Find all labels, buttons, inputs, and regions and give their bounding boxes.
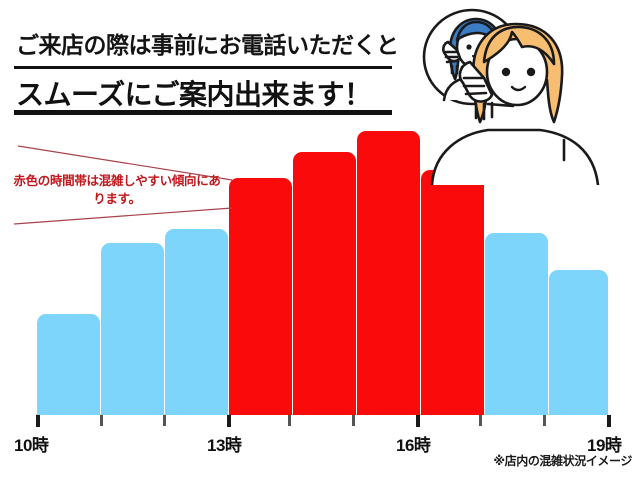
bar-17時 (485, 233, 548, 415)
bar-12時 (165, 229, 228, 415)
bar-14時 (293, 152, 356, 415)
axis-tick-9 (607, 415, 611, 427)
bar-16時 (421, 170, 484, 415)
axis-tick-2 (163, 415, 166, 426)
x-axis-label-16時: 16時 (396, 436, 431, 455)
axis-tick-0 (36, 415, 40, 427)
bar-15時 (357, 131, 420, 415)
x-axis-label-13時: 13時 (207, 436, 242, 455)
chart-footnote: ※店内の混雑状況イメージ (493, 454, 632, 468)
red-period-callout: 赤色の時間帯は混雑しやすい傾向にあります。 (0, 138, 270, 233)
x-axis-label-10時: 10時 (14, 436, 49, 455)
callout-text: 赤色の時間帯は混雑しやすい傾向にあります。 (13, 174, 221, 207)
headline-line-2: スムーズにご案内出来ます！ (16, 79, 372, 110)
x-axis-label-19時: 19時 (587, 436, 622, 455)
illustration-svg (422, 8, 600, 187)
axis-tick-7 (479, 415, 482, 426)
headline-rule-thick (14, 110, 392, 115)
axis-tick-4 (288, 415, 291, 426)
axis-tick-6 (416, 415, 420, 427)
axis-tick-1 (100, 415, 103, 426)
bar-18時 (549, 270, 608, 415)
customer-figure (430, 22, 600, 187)
phone-call-illustration (412, 0, 640, 187)
bar-11時 (101, 243, 164, 415)
bar-13時 (229, 178, 292, 415)
headline-line-1: ご来店の際は事前にお電話いただくと (16, 32, 399, 58)
headline-rule-thin (14, 66, 392, 69)
axis-tick-5 (352, 415, 355, 426)
axis-tick-8 (543, 415, 546, 426)
callout-pointer-lines (13, 145, 233, 225)
bar-10時 (37, 314, 100, 415)
axis-tick-3 (227, 415, 231, 427)
